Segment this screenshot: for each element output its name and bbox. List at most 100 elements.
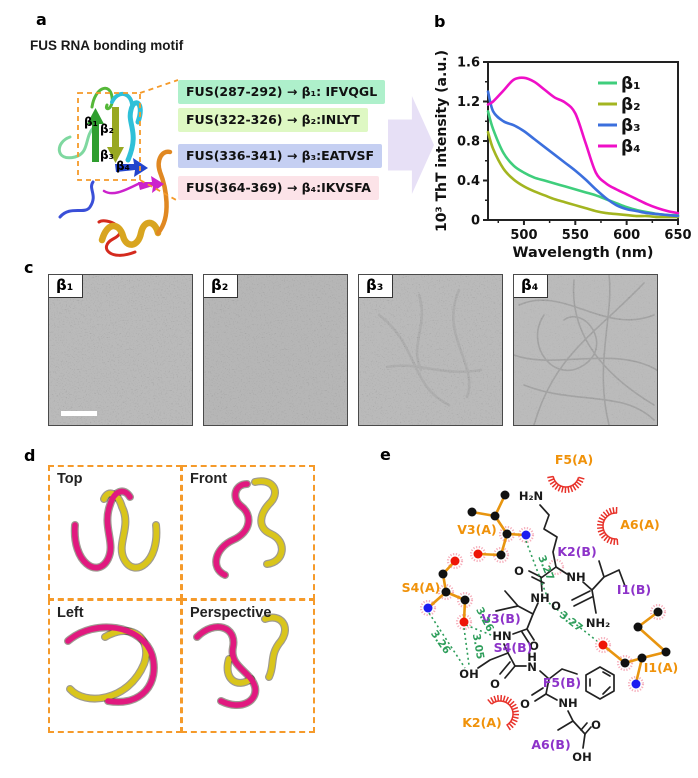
- panel-c-letter: c: [24, 258, 34, 277]
- h2n-group: H₂N: [519, 489, 543, 503]
- y-tick-label: 1.2: [457, 95, 480, 110]
- a6a-contact-arc: [596, 506, 619, 545]
- residue-label-s4a: S4(A): [402, 580, 441, 595]
- o-s4b-group: O: [490, 677, 500, 691]
- protein-loop-lightgreen: [57, 125, 96, 160]
- residue-label-s4b: S4(B): [494, 640, 533, 655]
- view-cell-perspective: Perspective: [181, 599, 315, 733]
- x-tick-label: 500: [510, 228, 537, 243]
- residue-label-k2b: K2(B): [557, 544, 596, 559]
- residue-label-a6b: A6(B): [531, 737, 570, 752]
- tem-image-beta3: β₃: [358, 274, 503, 426]
- atoms: [423, 490, 671, 689]
- protein-blue-tail: [58, 180, 95, 219]
- panel-a-letter: a: [36, 10, 47, 29]
- view-label-perspective: Perspective: [190, 605, 272, 621]
- protein-strand-cyan-small: [110, 92, 134, 106]
- o-k2-group: O: [514, 564, 524, 578]
- chain-b-skeleton: [477, 504, 626, 749]
- tht-spectra-chart: 500 550 600 650 0 0.4 0.8 1.2 1.6 Wavelength (nm)…: [434, 50, 692, 260]
- tem-beta1-label: β₁: [49, 275, 84, 298]
- view-label-left: Left: [57, 605, 84, 621]
- structure-beta3-label: β₃: [100, 148, 114, 162]
- residue-label-a6a: A6(A): [620, 517, 659, 532]
- protein-red-tail: [97, 219, 137, 257]
- view-label-top: Top: [57, 471, 83, 487]
- beta1-arrow: [87, 108, 104, 162]
- residue-label-i1a: I1(A): [644, 660, 678, 675]
- protein-strand-cyan: [125, 100, 143, 163]
- zoom-connector-bottom: [139, 179, 179, 202]
- view-cell-top: Top: [48, 465, 182, 600]
- view-label-front: Front: [190, 471, 228, 487]
- nh2-i1b-group: NH₂: [586, 616, 610, 630]
- oh-s4b-group: OH: [459, 667, 478, 681]
- beta2-arrow: [107, 107, 124, 163]
- f5a-contact-arc: [547, 475, 585, 494]
- x-axis-title: Wavelength (nm): [512, 245, 653, 260]
- protein-loop-green: [90, 86, 114, 111]
- panel-e-letter: e: [380, 445, 391, 464]
- legend-label-β₃: β₃: [621, 116, 641, 136]
- x-tick-label: 600: [613, 228, 640, 243]
- nh-v3b-group: NH: [530, 591, 549, 605]
- mapping-box-beta3: FUS(336-341) → β₃:EATVSF: [178, 144, 383, 168]
- y-tick-label: 1.6: [457, 56, 480, 71]
- k2a-contact-arc: [487, 694, 520, 731]
- panel-a-title: FUS RNA bonding motif: [30, 38, 184, 53]
- x-tick-label: 550: [562, 228, 589, 243]
- left-view-structure: [64, 623, 158, 706]
- mapping-box-beta1: FUS(287-292) → β₁: IFVQGL: [178, 80, 386, 104]
- zoom-connector-top: [139, 79, 179, 94]
- nh-a6b-group: NH: [558, 696, 577, 710]
- residue-label-f5a: F5(A): [555, 452, 593, 467]
- perspective-view-structure: [193, 613, 289, 709]
- panel-b-letter: b: [434, 12, 446, 31]
- oh-a6b-group: OH: [572, 750, 591, 764]
- mapping-box-beta4: FUS(364-369) → β₄:IKVSFA: [178, 176, 379, 200]
- n-f5b-group: N: [527, 660, 537, 674]
- series-β₂-line: [486, 130, 680, 219]
- zoom-dashed-box: [77, 92, 141, 181]
- series-β₄-line: [486, 76, 680, 215]
- top-view-structure: [70, 487, 161, 572]
- plot-frame: [487, 61, 679, 221]
- view-cell-left: Left: [48, 599, 182, 733]
- panel-d-letter: d: [24, 446, 36, 465]
- residue-label-k2a: K2(A): [462, 715, 501, 730]
- protein-strand-orange: [155, 149, 173, 236]
- legend-label-β₁: β₁: [621, 74, 641, 94]
- tem-beta4-label: β₄: [514, 275, 549, 298]
- y-tick-label: 0.4: [457, 174, 480, 189]
- y-tick-label: 0: [471, 214, 480, 229]
- series-β₃-line: [486, 90, 680, 218]
- front-view-structure: [212, 477, 286, 579]
- tem-beta2-label: β₂: [204, 275, 239, 298]
- tem-beta3-label: β₃: [359, 275, 394, 298]
- beta3-arrow: [115, 158, 148, 177]
- residue-label-i1b: I1(B): [617, 582, 651, 597]
- hydrogen-bonds: [428, 540, 598, 669]
- fus-protein-structure: β₁ β₂ β₃ β₄: [57, 79, 179, 257]
- protein-loop-magenta: [102, 182, 140, 195]
- tem-image-beta1: β₁: [48, 274, 193, 426]
- o-v3b-group: O: [529, 639, 539, 653]
- hbond-distance-4: 3.05: [470, 633, 486, 661]
- hbond-distance-1: 3.27: [535, 554, 556, 583]
- structure-beta2-label: β₂: [100, 122, 114, 136]
- tem-image-beta4: β₄: [513, 274, 658, 426]
- scale-bar: [61, 411, 97, 416]
- atom-halos: [419, 525, 667, 693]
- tem-image-beta2: β₂: [203, 274, 348, 426]
- protein-helix-gold: [98, 219, 162, 248]
- mapping-box-beta2: FUS(322-326) → β₂:INLYT: [178, 108, 368, 132]
- h-f5b-group: H: [527, 650, 537, 664]
- y-tick-label: 0.8: [457, 135, 480, 150]
- nh-k2-group: NH: [566, 570, 585, 584]
- hn-s4b-group: HN: [492, 629, 511, 643]
- y-axis-title: 10³ ThT intensity (a.u.): [434, 50, 450, 232]
- ligplot-interaction-diagram: H₂N O NH NH NH₂ O HN OH O O H N O NH O O…: [402, 452, 679, 764]
- view-cell-front: Front: [181, 465, 315, 600]
- x-tick-label: 650: [664, 228, 691, 243]
